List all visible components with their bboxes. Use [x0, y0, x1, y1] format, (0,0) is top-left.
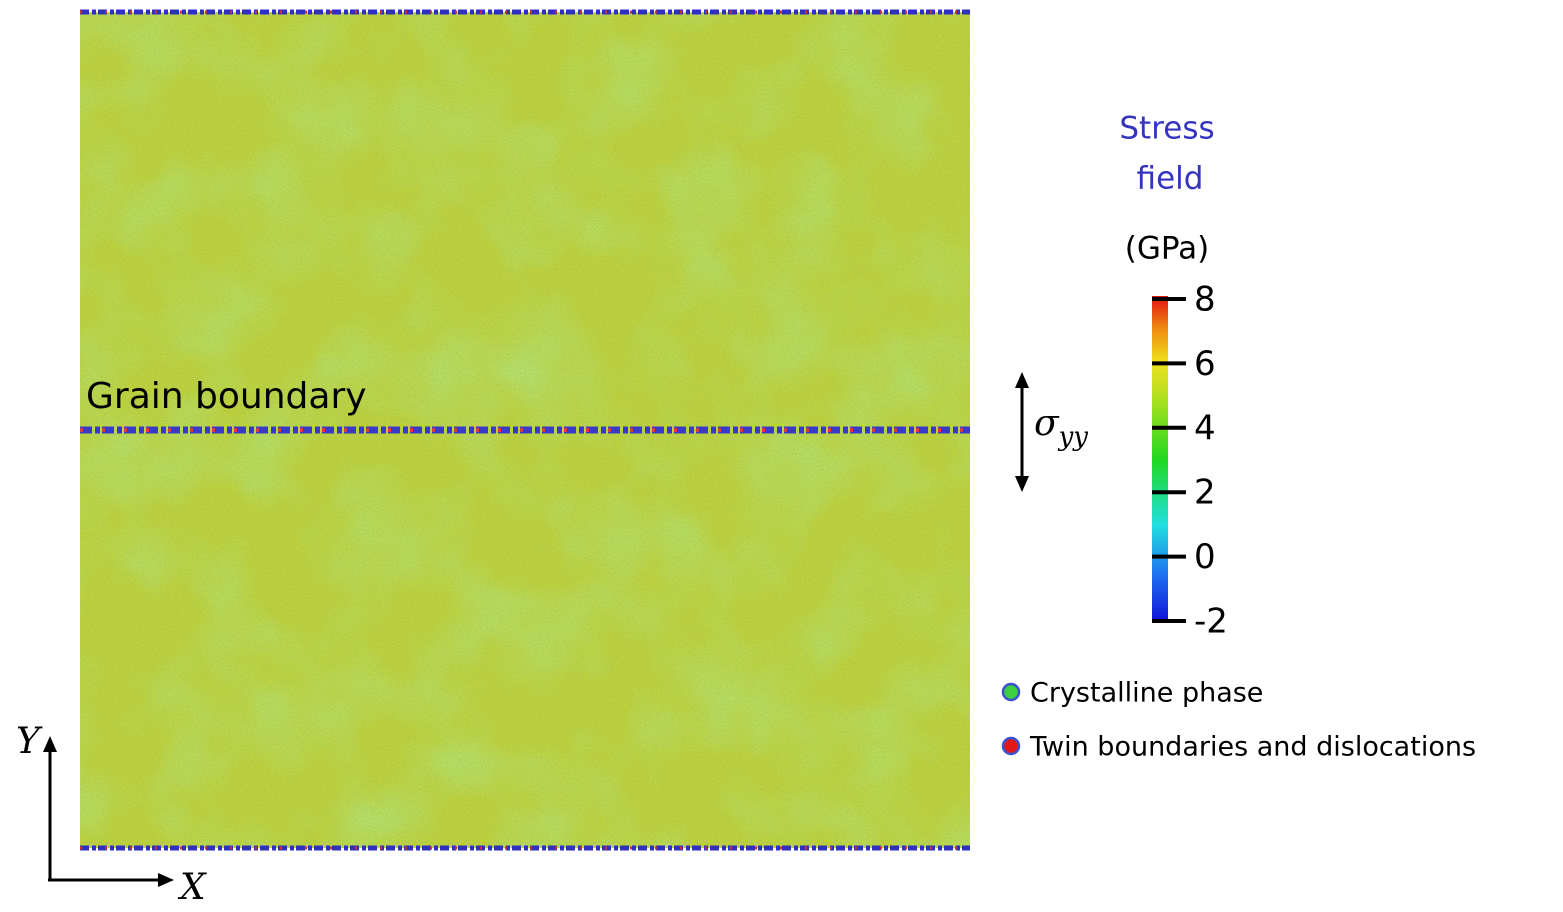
- colorbar-tick-label: 4: [1194, 408, 1216, 448]
- stress-sigma: σ: [1034, 403, 1060, 444]
- stress-arrowhead-up: [1015, 372, 1029, 388]
- colorbar-tick-label: 2: [1194, 473, 1216, 513]
- stress-arrowhead-down: [1015, 476, 1029, 492]
- figure: Grain boundary Y X σyy Stress field (GPa…: [0, 0, 1563, 912]
- colorbar-unit: (GPa): [1125, 231, 1210, 267]
- colorbar-tick-label: 0: [1194, 537, 1216, 577]
- page: {"figure": { "grain_boundary_label": "Gr…: [0, 0, 1563, 912]
- grain-boundary-label: Grain boundary: [86, 376, 367, 417]
- colorbar: [1152, 296, 1168, 623]
- y-arrowhead: [43, 736, 57, 752]
- colorbar-tick-label: 8: [1194, 280, 1216, 320]
- colorbar-tick-label: 6: [1194, 344, 1216, 384]
- stress-symbol: σyy: [1034, 403, 1088, 452]
- legend-marker: [1003, 684, 1019, 700]
- legend-label: Twin boundaries and dislocations: [1029, 732, 1476, 763]
- y-axis-label: Y: [16, 721, 43, 762]
- x-axis-label: X: [177, 867, 207, 908]
- colorbar-title-line: Stress: [1119, 111, 1214, 147]
- legend-marker: [1003, 738, 1019, 754]
- legend: Crystalline phase Twin boundaries and dis…: [1003, 678, 1476, 763]
- stress-arrow: [1015, 372, 1029, 492]
- colorbar-title-line: field: [1137, 161, 1204, 197]
- x-arrowhead: [158, 873, 174, 887]
- colorbar-tick-label: -2: [1194, 602, 1228, 642]
- legend-label: Crystalline phase: [1030, 678, 1263, 709]
- simulation-image: [80, 12, 970, 848]
- stress-subscript: yy: [1058, 422, 1089, 452]
